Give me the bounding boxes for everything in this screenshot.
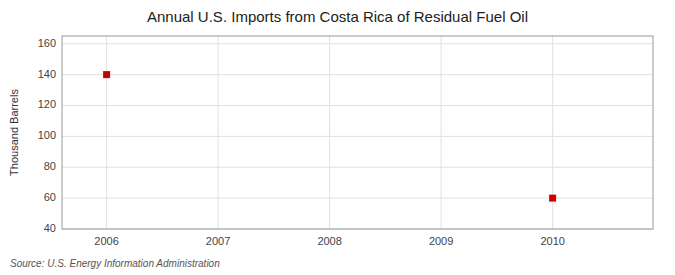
y-tick-label: 120 [38,98,56,110]
grid [62,36,653,229]
y-tick-label: 60 [44,191,56,203]
x-tick-label: 2009 [429,235,453,247]
x-grid-line [218,36,219,229]
y-grid-line [62,198,653,199]
x-tick-label: 2006 [94,235,118,247]
y-tick-label: 100 [38,129,56,141]
y-grid-line [62,105,653,106]
x-tick-label: 2010 [540,235,564,247]
x-grid-line [329,36,330,229]
y-axis-label: Thousand Barrels [8,89,20,176]
source: Source: U.S. Energy Information Administ… [10,258,220,269]
y-grid-line [62,167,653,168]
plot-frame [62,36,653,229]
x-tick-label: 2007 [206,235,230,247]
y-tick-label: 160 [38,37,56,49]
plot-background [62,36,653,229]
point [549,195,556,202]
x-grid-line [106,36,107,229]
y-tick-label: 40 [44,222,56,234]
axes: 40 60 80 100 120 140 160 2006 2007 2008 2009 2010 [38,36,653,247]
x-tick-label: 2008 [317,235,341,247]
x-grid-line [441,36,442,229]
chart-svg: 40 60 80 100 120 140 160 2006 2007 2008 2009 2010 An… [0,0,675,275]
y-grid-line [62,136,653,137]
chart-container: 40 60 80 100 120 140 160 2006 2007 2008 2009 2010 An… [0,0,675,275]
point [103,71,110,78]
y-tick-label: 80 [44,160,56,172]
y-grid-line [62,43,653,44]
points [103,71,556,202]
title: Annual U.S. Imports from Costa Rica of R… [147,8,528,25]
y-tick-label: 140 [38,68,56,80]
y-grid-line [62,74,653,75]
